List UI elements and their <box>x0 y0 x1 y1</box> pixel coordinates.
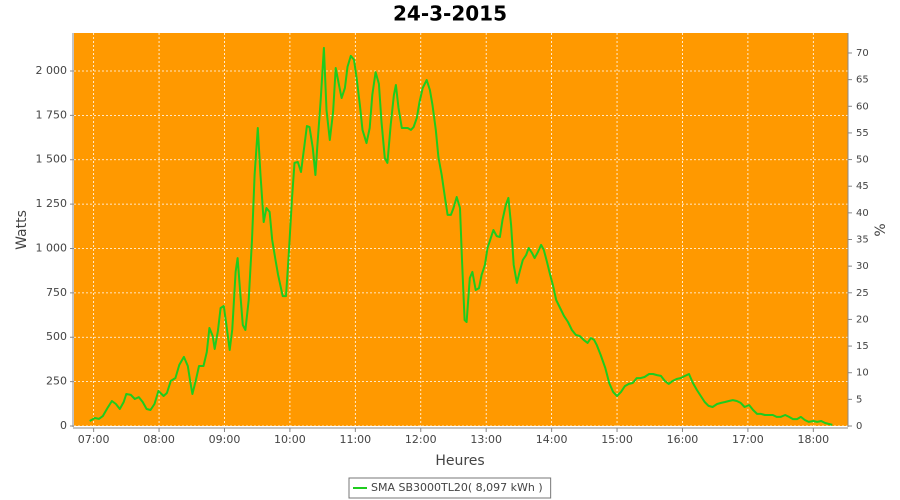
x-tick-label: 13:00 <box>470 433 502 446</box>
y2-tick-label: 70 <box>856 48 869 59</box>
x-tick-label: 14:00 <box>536 433 568 446</box>
y-tick-label: 1 500 <box>36 153 68 166</box>
x-tick-label: 09:00 <box>209 433 241 446</box>
y-tick-label: 1 750 <box>36 108 68 121</box>
y2-tick-label: 50 <box>856 155 869 166</box>
y-tick-label: 1 250 <box>36 197 68 210</box>
series-line <box>89 46 833 426</box>
y2-tick-label: 25 <box>856 288 869 299</box>
y-axis-label: Watts <box>14 210 30 250</box>
y-tick-label: 750 <box>46 286 67 299</box>
y-tick-label: 500 <box>46 330 67 343</box>
y-tick-label: 1 000 <box>36 241 68 254</box>
x-tick-label: 17:00 <box>732 433 764 446</box>
y2-tick-label: 20 <box>856 314 869 325</box>
legend-box <box>348 477 552 499</box>
y2-tick-label: 40 <box>856 208 869 219</box>
y2-tick-label: 5 <box>856 394 862 405</box>
y2-tick-label: 60 <box>856 101 869 112</box>
y2-tick-label: 10 <box>856 368 869 379</box>
x-tick-label: 16:00 <box>667 433 699 446</box>
x-tick-label: 07:00 <box>78 433 110 446</box>
y2-tick-label: 45 <box>856 181 869 192</box>
y2-tick-label: 0 <box>856 421 862 432</box>
y2-tick-label: 55 <box>856 128 869 139</box>
x-tick-label: 08:00 <box>143 433 175 446</box>
x-axis-label: Heures <box>435 453 484 469</box>
x-tick-label: 12:00 <box>405 433 437 446</box>
x-tick-label: 11:00 <box>339 433 371 446</box>
legend: SMA SB3000TL20( 8,097 kWh ) <box>348 477 552 499</box>
y2-axis-label: % <box>873 223 889 236</box>
y-tick-label: 250 <box>46 375 67 388</box>
x-tick-label: 18:00 <box>797 433 829 446</box>
legend-label: SMA SB3000TL20( 8,097 kWh ) <box>371 481 543 494</box>
y2-tick-label: 15 <box>856 341 869 352</box>
y2-tick-label: 35 <box>856 234 869 245</box>
chart-title: 24-3-2015 <box>393 2 507 26</box>
y-tick-label: 2 000 <box>36 64 68 77</box>
x-tick-label: 15:00 <box>601 433 633 446</box>
y2-tick-label: 30 <box>856 261 869 272</box>
y2-tick-label: 65 <box>856 75 869 86</box>
x-tick-label: 10:00 <box>274 433 306 446</box>
y-tick-label: 0 <box>60 419 67 432</box>
